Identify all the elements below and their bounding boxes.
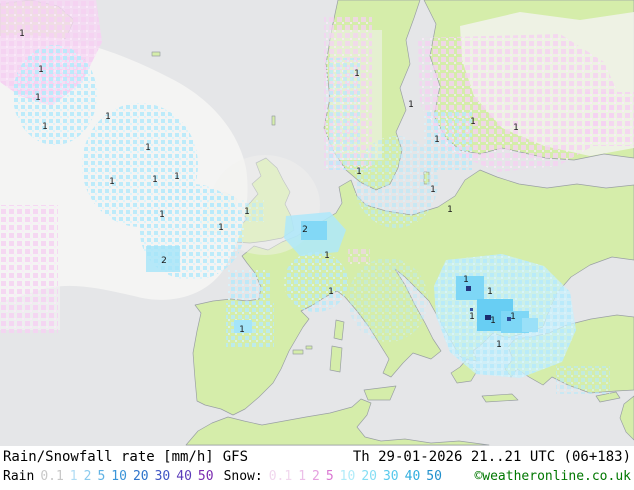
europe-precipitation-map: 1 1 1 1 1 1 1 1 1 1 1 1 2 2 1 1 1 1 1 1 1 1 1 1 1 1 1 1 1 1 1 xyxy=(0,0,634,446)
precip-amount-label: 1 xyxy=(145,143,151,153)
precip-amount-label: 1 xyxy=(324,251,330,261)
map-caption: Rain/Snowfall rate [mm/h] GFS Th 29-01-20… xyxy=(0,446,634,490)
rain-scale-value: 0.1 xyxy=(40,469,64,484)
precip-amount-label: 1 xyxy=(470,117,476,127)
precip-amount-label: 1 xyxy=(463,275,469,285)
copyright: ©weatheronline.co.uk xyxy=(474,469,631,484)
island-balearics-2 xyxy=(305,345,313,350)
snow-label: Snow: xyxy=(223,469,263,484)
precip-amount-label: 1 xyxy=(447,205,453,215)
island-shetland xyxy=(271,115,276,126)
snow-scale-value: 5 xyxy=(325,469,334,484)
island-crete xyxy=(481,393,519,403)
precip-amount-label: 1 xyxy=(159,210,165,220)
precip-amount-label: 1 xyxy=(174,172,180,182)
precip-amount-label: 1 xyxy=(434,135,440,145)
land-continental-europe xyxy=(192,169,634,416)
rain-label: Rain xyxy=(3,469,35,484)
map-title: Rain/Snowfall rate [mm/h] xyxy=(3,449,214,465)
precip-amount-label: 1 xyxy=(354,69,360,79)
precip-amount-label: 1 xyxy=(42,122,48,132)
heavy-precip-dot xyxy=(470,308,473,311)
precip-amount-label: 1 xyxy=(408,100,414,110)
precip-amount-label: 1 xyxy=(490,316,496,326)
precip-amount-label: 1 xyxy=(510,312,516,322)
model-name: GFS xyxy=(222,449,249,465)
island-sicily xyxy=(363,385,397,401)
island-corsica xyxy=(333,319,345,341)
precip-amount-label: 1 xyxy=(513,123,519,133)
land-levant xyxy=(619,395,634,441)
rain-scale-value: 40 xyxy=(176,469,192,484)
precip-amount-label: 1 xyxy=(105,112,111,122)
precip-amount-label: 1 xyxy=(356,167,362,177)
island-balearics xyxy=(292,349,304,355)
map-datetime: Th 29-01-2026 21..21 UTC (06+183) xyxy=(352,449,631,465)
precip-amount-label: 1 xyxy=(35,93,41,103)
island-sardinia xyxy=(329,345,343,373)
rain-scale-value: 5 xyxy=(97,469,106,484)
snow-scale-value: 2 xyxy=(312,469,320,484)
precip-amount-label: 1 xyxy=(496,340,502,350)
heavy-precip-dot xyxy=(466,286,471,291)
snow-scale-value: 10 xyxy=(339,469,356,484)
precip-amount-label: 1 xyxy=(469,312,475,322)
precip-amount-label: 1 xyxy=(19,29,25,39)
snow-scale: 0.1 1 2 5 10 20 30 40 50 xyxy=(263,469,442,484)
rain-areas xyxy=(13,45,610,394)
island-faroe xyxy=(151,51,161,57)
snow-scale-value: 20 xyxy=(361,469,377,484)
heavy-precip-dot xyxy=(485,315,491,320)
rain-scale-value: 50 xyxy=(197,469,214,484)
precip-amount-label: 2 xyxy=(161,256,167,266)
precip-amount-label: 1 xyxy=(430,185,436,195)
precip-amount-label: 1 xyxy=(328,287,334,297)
legend: Rain 0.1 1 2 5 10 20 30 40 50 Snow: 0.1 1 2 5 10 20 30 40 5… xyxy=(3,469,442,484)
caption-left: Rain/Snowfall rate [mm/h] GFS xyxy=(3,449,248,465)
precip-amount-label: 1 xyxy=(38,65,44,75)
precip-amount-label: 1 xyxy=(109,177,115,187)
precip-amount-label: 1 xyxy=(487,287,493,297)
snow-scale-value: 40 xyxy=(404,469,421,484)
snow-scale-value: 50 xyxy=(426,469,442,484)
rain-scale-value: 1 xyxy=(69,469,78,484)
rain-scale-value: 30 xyxy=(154,469,171,484)
snow-scale-value: 0.1 xyxy=(268,469,293,484)
rain-scale-value: 10 xyxy=(111,469,127,484)
precip-amount-label: 1 xyxy=(152,175,158,185)
land-north-africa xyxy=(185,398,490,446)
rain-scale-value: 20 xyxy=(132,469,149,484)
rain-scale: 0.1 1 2 5 10 20 30 40 50 xyxy=(34,469,213,484)
snow-scale-value: 30 xyxy=(382,469,399,484)
precip-amount-label: 1 xyxy=(218,223,224,233)
precip-amount-label: 1 xyxy=(244,207,250,217)
heavy-precip-dot xyxy=(507,317,511,321)
rain-scale-value: 2 xyxy=(83,469,92,484)
snow-scale-value: 1 xyxy=(298,469,307,484)
precip-value-labels: 1 1 1 1 1 1 1 1 1 1 1 1 2 2 1 1 1 1 1 1 1 1 1 1 1 1 1 1 1 1 1 xyxy=(19,29,519,350)
precip-amount-label: 1 xyxy=(239,325,245,335)
map-area: 1 1 1 1 1 1 1 1 1 1 1 1 2 2 1 1 1 1 1 1 1 1 1 1 1 1 1 1 1 1 1 xyxy=(0,0,634,446)
precip-amount-label: 2 xyxy=(302,225,308,235)
